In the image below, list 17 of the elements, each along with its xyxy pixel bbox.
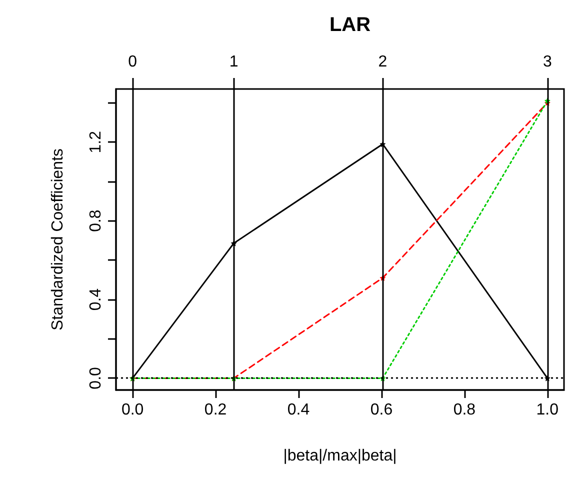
x-axis-title: |beta|/max|beta| bbox=[283, 448, 397, 464]
x-tick-label: 1.0 bbox=[536, 402, 559, 418]
x-tick-label: 0.6 bbox=[370, 402, 393, 418]
text: 2 bbox=[378, 54, 388, 70]
y-tick-label: 0.4 bbox=[88, 288, 104, 311]
chart-title: LAR bbox=[329, 14, 372, 36]
x-tick-label: 0.8 bbox=[453, 402, 476, 418]
text: 1 bbox=[229, 54, 238, 70]
y-tick-label: 0.8 bbox=[88, 210, 104, 232]
x-tick-label: 0.2 bbox=[204, 402, 227, 418]
x-tick-label: 0.0 bbox=[121, 402, 144, 418]
y-axis-title: Standardized Coefficients bbox=[50, 148, 66, 331]
y-tick-label: 1.2 bbox=[88, 130, 104, 154]
text: 3 bbox=[542, 54, 552, 70]
x-tick-label: 0.4 bbox=[287, 402, 310, 418]
text: 0 bbox=[128, 54, 138, 70]
y-tick-label: 0.0 bbox=[88, 366, 104, 390]
